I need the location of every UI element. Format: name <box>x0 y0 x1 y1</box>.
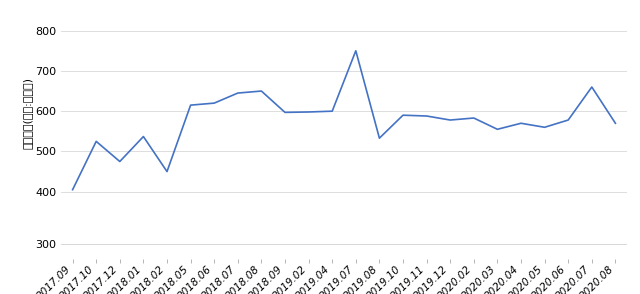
Y-axis label: 거래금액(단위:백만원): 거래금액(단위:백만원) <box>23 77 33 149</box>
